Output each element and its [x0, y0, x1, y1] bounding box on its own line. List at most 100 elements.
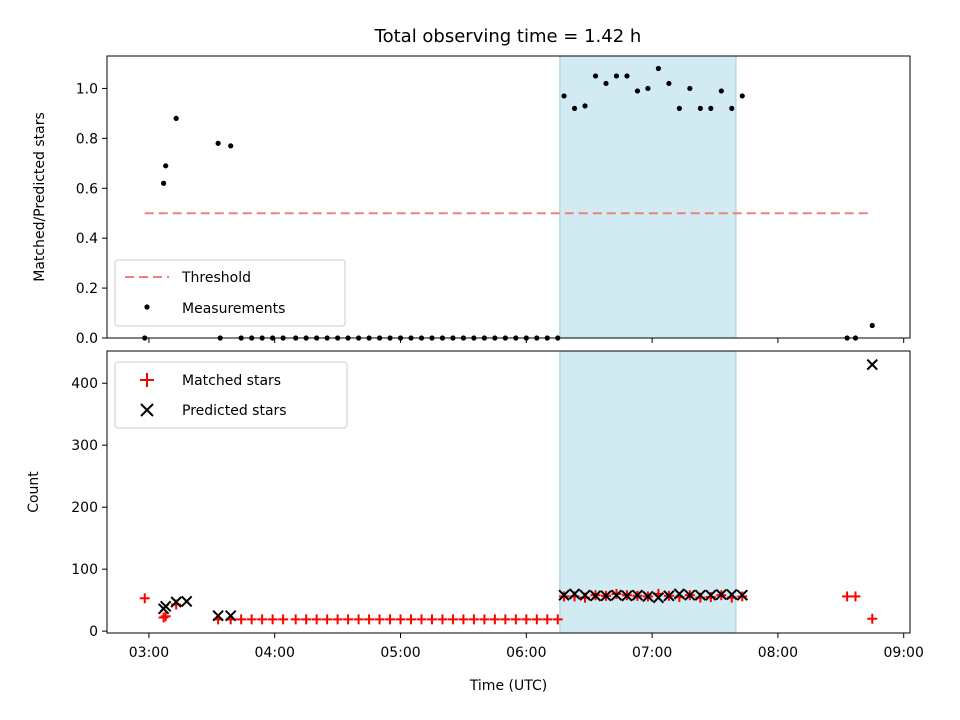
matched-star-marker [311, 614, 322, 625]
measurement-point [571, 105, 578, 112]
matched-star-marker [531, 614, 542, 625]
matched-star-marker [510, 614, 521, 625]
measurement-point [592, 73, 599, 79]
bottom-panel-counts: 0 100 200 300 400 03:00 04:00 05:00 06:00 07:00 08… [26, 350, 924, 694]
figure-title: Total observing time = 1.42 h [374, 26, 642, 47]
top-ytick-label: 0.6 [76, 181, 98, 197]
matched-star-marker [500, 614, 511, 625]
predicted-star-marker [673, 588, 686, 600]
predicted-star-marker [736, 589, 748, 601]
bottom-ytick-label: 300 [71, 438, 98, 454]
top-ytick-label: 0.2 [76, 281, 98, 297]
matched-star-marker [416, 614, 427, 625]
predicted-star-marker [866, 358, 878, 371]
matched-star-marker [479, 614, 490, 625]
predicted-star-marker [642, 590, 654, 603]
bottom-xtick-label: 04:00 [255, 645, 295, 661]
bottom-xtick-label: 09:00 [884, 645, 924, 661]
top-panel-ratio: 0.0 0.2 0.4 0.6 0.8 1.0 Matched/Predicted star… [32, 55, 911, 347]
measurement-point [739, 93, 745, 99]
matched-star-marker [267, 614, 278, 625]
top-highlight-span [559, 55, 737, 339]
matched-star-marker [468, 614, 479, 625]
matched-star-marker [867, 613, 878, 624]
predicted-star-marker [652, 591, 665, 604]
measurement-point [869, 322, 875, 329]
matched-star-marker [842, 591, 853, 602]
top-axes-frame [106, 55, 911, 339]
measurement-point [666, 80, 672, 87]
matched-star-marker [301, 614, 312, 625]
bottom-xtick-label: 03:00 [129, 645, 169, 661]
predicted-star-marker [694, 589, 707, 601]
top-ytick-label: 0.8 [76, 131, 98, 147]
bottom-ytick-label: 400 [71, 376, 98, 392]
top-legend: Threshold Measurements [114, 259, 346, 327]
matched-star-marker [322, 614, 333, 625]
bottom-ytick-label: 200 [71, 500, 98, 516]
matched-star-marker [385, 614, 396, 625]
predicted-star-marker [631, 589, 644, 601]
predicted-star-marker [684, 589, 696, 601]
measurement-point [582, 103, 588, 109]
bottom-axes-frame [106, 350, 911, 634]
measurement-point [729, 105, 735, 112]
matched-star-marker [278, 614, 289, 625]
matched-star-marker [160, 611, 171, 622]
matched-star-marker [332, 614, 343, 625]
matched-star-marker [364, 614, 375, 625]
predicted-star-marker [212, 609, 224, 622]
bottom-xtick-label: 05:00 [380, 645, 420, 661]
matched-star-marker [139, 593, 150, 604]
measurement-point [718, 88, 724, 94]
predicted-star-marker [568, 588, 581, 600]
predicted-star-marker [159, 600, 172, 613]
matched-star-marker [705, 592, 716, 603]
measurement-point [687, 85, 693, 92]
measurement-point [634, 88, 641, 94]
matched-star-marker [343, 614, 354, 625]
matched-star-marker [257, 614, 268, 625]
measurement-point [645, 85, 651, 92]
top-ylabel: Matched/Predicted stars [32, 112, 48, 282]
matched-star-marker [552, 614, 563, 625]
measurement-point [161, 180, 167, 186]
matched-star-marker [290, 614, 301, 625]
bottom-legend-box [114, 361, 348, 429]
predicted-star-marker [224, 609, 237, 622]
matched-star-marker [850, 591, 861, 602]
matched-star-marker [374, 614, 385, 625]
top-ytick-label: 0.0 [76, 331, 98, 347]
legend-predicted-label: Predicted stars [182, 403, 287, 419]
measurement-point [163, 163, 169, 169]
matched-star-marker [489, 614, 500, 625]
legend-measurements-label: Measurements [182, 301, 285, 317]
predicted-star-marker [558, 589, 570, 601]
predicted-star-marker [180, 595, 193, 608]
predicted-star-marker [621, 590, 633, 602]
bottom-xtick-label: 06:00 [506, 645, 546, 661]
measurement-point [676, 105, 682, 112]
predicted-star-marker [589, 590, 602, 602]
legend-matched-swatch [140, 373, 154, 387]
predicted-star-marker [170, 596, 182, 608]
legend-matched-label: Matched stars [182, 373, 281, 389]
matched-star-marker [426, 614, 437, 625]
bottom-ytick-label: 100 [71, 562, 98, 578]
predicted-star-marker [600, 590, 612, 602]
predicted-star-marker [663, 590, 675, 602]
measurement-point [613, 73, 620, 79]
matched-star-marker [353, 614, 364, 625]
measurement-point [603, 80, 609, 87]
matched-star-marker [395, 614, 406, 625]
legend-measurements-swatch [144, 304, 150, 310]
measurement-point [697, 105, 703, 112]
legend-predicted-swatch [140, 403, 154, 417]
matched-star-marker [437, 614, 448, 625]
top-ytick-label: 0.4 [76, 231, 98, 247]
matched-star-marker [542, 614, 553, 625]
predicted-star-marker [726, 588, 738, 601]
predicted-star-marker [579, 589, 591, 601]
predicted-star-marker [705, 589, 717, 601]
